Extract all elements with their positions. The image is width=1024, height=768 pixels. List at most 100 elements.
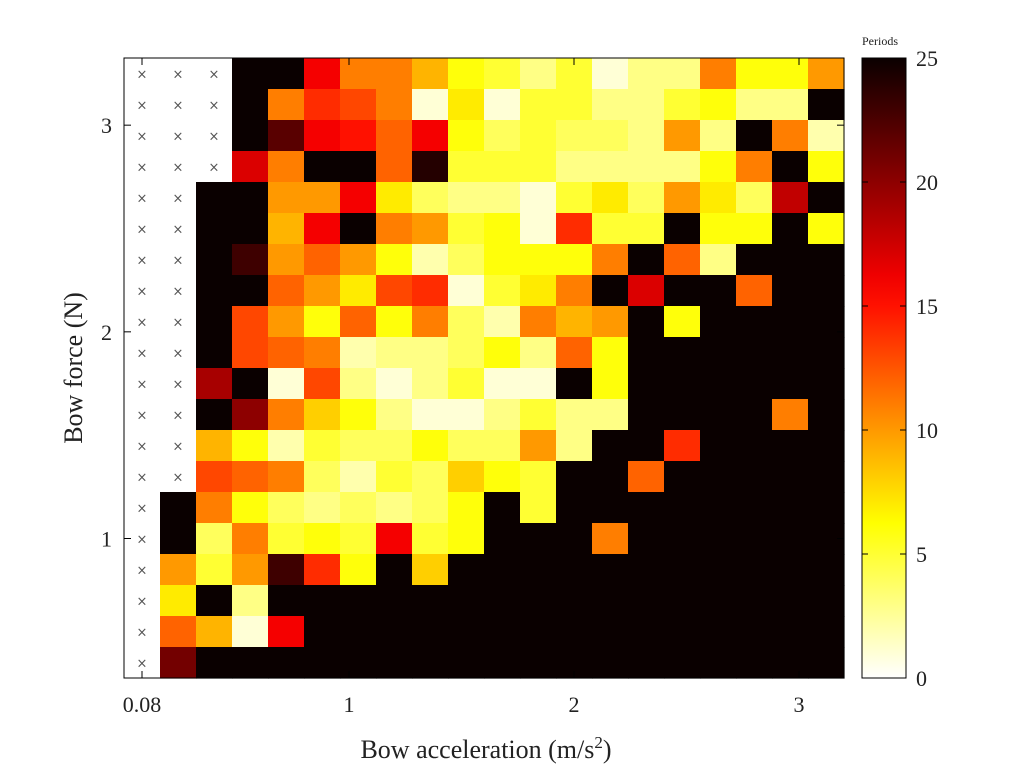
- heatmap-cell: [592, 213, 629, 245]
- heatmap-cell: [520, 585, 557, 617]
- heatmap-cell: [664, 616, 701, 648]
- heatmap-cell: [664, 523, 701, 555]
- heatmap-cell: [556, 554, 593, 586]
- heatmap-cell: [736, 492, 773, 524]
- untested-marker: ×: [137, 533, 148, 548]
- colorbar-tick-label: 25: [916, 46, 938, 71]
- colorbar-tick-label: 20: [916, 170, 938, 195]
- heatmap-cell: [196, 337, 233, 369]
- heatmap-cell: [196, 306, 233, 338]
- heatmap-cell: [376, 306, 413, 338]
- heatmap-cell: [592, 89, 629, 121]
- untested-marker: ×: [137, 223, 148, 238]
- heatmap-cell: [808, 647, 845, 679]
- heatmap-cell: [628, 399, 665, 431]
- heatmap-cell: [772, 244, 809, 276]
- heatmap-cell: [700, 182, 737, 214]
- heatmap-cell: [736, 461, 773, 493]
- heatmap-cell: [340, 120, 377, 152]
- heatmap-cell: [304, 554, 341, 586]
- heatmap-cell: [268, 89, 305, 121]
- untested-marker: ×: [173, 409, 184, 424]
- heatmap-cell: [628, 275, 665, 307]
- heatmap-cell: [592, 554, 629, 586]
- heatmap-cell: [376, 182, 413, 214]
- heatmap-cell: [412, 554, 449, 586]
- untested-marker: ×: [173, 192, 184, 207]
- heatmap-cell: [160, 585, 197, 617]
- heatmap-cell: [592, 306, 629, 338]
- heatmap-cell: [232, 151, 269, 183]
- heatmap-cell: [520, 554, 557, 586]
- y-tick-label: 3: [101, 113, 112, 138]
- heatmap-cell: [628, 89, 665, 121]
- untested-marker: ×: [137, 657, 148, 672]
- heatmap-cell: [448, 182, 485, 214]
- heatmap-cell: [700, 306, 737, 338]
- heatmap-cell: [808, 461, 845, 493]
- heatmap-cell: [484, 275, 521, 307]
- heatmap-cell: [592, 151, 629, 183]
- heatmap-cell: [664, 213, 701, 245]
- untested-marker: ×: [137, 626, 148, 641]
- heatmap-cell: [232, 461, 269, 493]
- untested-marker: ×: [173, 99, 184, 114]
- heatmap-cell: [268, 430, 305, 462]
- heatmap-cell: [520, 58, 557, 90]
- heatmap-cell: [520, 337, 557, 369]
- heatmap-cell: [304, 430, 341, 462]
- heatmap-cell: [268, 554, 305, 586]
- heatmap-cell: [808, 492, 845, 524]
- heatmap-cell: [196, 554, 233, 586]
- heatmap-cell: [700, 58, 737, 90]
- heatmap-cell: [268, 151, 305, 183]
- heatmap-cell: [340, 461, 377, 493]
- heatmap-cell: [736, 151, 773, 183]
- heatmap-cell: [376, 275, 413, 307]
- heatmap-cell: [736, 647, 773, 679]
- untested-marker: ×: [173, 316, 184, 331]
- heatmap-cell: [196, 647, 233, 679]
- heatmap-cell: [376, 120, 413, 152]
- heatmap-cell: [268, 647, 305, 679]
- heatmap-cell: [556, 89, 593, 121]
- heatmap-cell: [484, 616, 521, 648]
- heatmap-cell: [376, 58, 413, 90]
- heatmap-cell: [448, 554, 485, 586]
- heatmap-cell: [484, 368, 521, 400]
- heatmap-cell: [340, 399, 377, 431]
- heatmap-cell: [232, 399, 269, 431]
- untested-marker: ×: [173, 347, 184, 362]
- heatmap-cell: [196, 616, 233, 648]
- heatmap-cell: [808, 244, 845, 276]
- heatmap-cell: [196, 399, 233, 431]
- heatmap-cell: [232, 306, 269, 338]
- untested-marker: ×: [173, 285, 184, 300]
- heatmap-cell: [340, 275, 377, 307]
- heatmap-cell: [628, 554, 665, 586]
- heatmap-cell: [376, 492, 413, 524]
- heatmap-cell: [484, 182, 521, 214]
- heatmap-cell: [592, 275, 629, 307]
- heatmap-cell: [448, 337, 485, 369]
- heatmap-cell: [808, 430, 845, 462]
- heatmap-cell: [556, 151, 593, 183]
- heatmap-cell: [808, 585, 845, 617]
- heatmap-cell: [232, 58, 269, 90]
- heatmap-cell: [700, 275, 737, 307]
- heatmap-cell: [520, 151, 557, 183]
- untested-marker: ×: [137, 192, 148, 207]
- untested-marker: ×: [137, 347, 148, 362]
- heatmap-cell: [376, 244, 413, 276]
- heatmap-cell: [268, 585, 305, 617]
- heatmap-cell: [304, 461, 341, 493]
- heatmap-cell: [304, 647, 341, 679]
- heatmap-cell: [628, 616, 665, 648]
- heatmap-cell: [556, 585, 593, 617]
- heatmap-cell: [196, 461, 233, 493]
- heatmap-cell: [808, 151, 845, 183]
- heatmap-cell: [664, 399, 701, 431]
- heatmap-cell: [340, 244, 377, 276]
- untested-marker: ×: [137, 440, 148, 455]
- heatmap-cell: [232, 492, 269, 524]
